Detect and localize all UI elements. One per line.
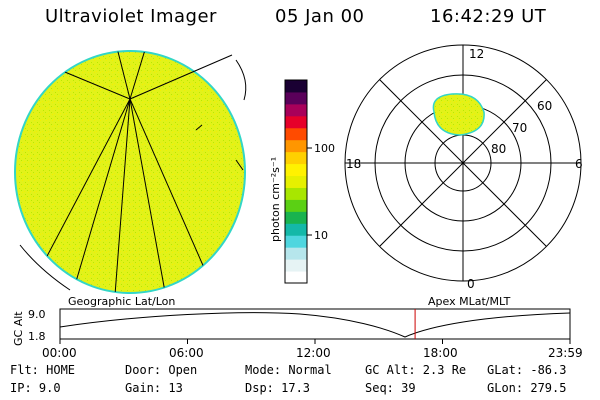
door-status: Door: Open	[125, 363, 198, 377]
timeline-x-tick: 06:00	[169, 346, 204, 360]
color-bar-swatch	[285, 139, 307, 153]
meridian-line	[44, 98, 131, 261]
timeline-x-tick: 12:00	[296, 346, 331, 360]
sequence-number: Seq: 39	[365, 381, 416, 395]
altitude-timeline: Geographic Lat/Lon Apex MLat/MLT GC Alt …	[12, 295, 583, 360]
meridian-line	[114, 51, 131, 100]
color-bar-swatch	[285, 175, 307, 188]
meridian-line	[59, 69, 131, 100]
meridian-line	[129, 98, 206, 271]
color-bar-tick-label: 10	[314, 229, 328, 242]
mlat-label-80: 80	[491, 142, 506, 156]
mlt-label-0: 0	[467, 277, 475, 291]
dsp-value: Dsp: 17.3	[245, 381, 311, 395]
earth-disk	[14, 50, 246, 294]
latitude-tick	[235, 159, 244, 171]
ip-value: IP: 9.0	[10, 381, 61, 395]
color-bar-swatch	[285, 91, 307, 105]
latitude-arc	[19, 244, 71, 291]
time-label: 16:42:29 UT	[430, 6, 547, 27]
timeline-left-title: Geographic Lat/Lon	[68, 295, 175, 308]
color-bar-swatch	[285, 163, 307, 177]
color-bar-swatch	[285, 151, 307, 165]
mlt-label-6: 6	[575, 157, 583, 171]
color-bar-swatch	[285, 80, 307, 93]
color-bar-tick-label: 100	[314, 142, 335, 155]
color-bar-swatch	[285, 115, 307, 129]
color-bar-swatch	[285, 271, 307, 284]
color-bar-swatch	[285, 187, 307, 200]
color-bar-swatch	[285, 259, 307, 272]
geographic-latitude: GLat: -86.3	[487, 363, 567, 377]
geographic-longitude: GLon: 279.5	[487, 381, 567, 395]
auroral-emission-region	[432, 93, 485, 136]
polar-plot	[344, 44, 582, 282]
timeline-y-axis-label: GC Alt	[12, 311, 25, 346]
color-bar-unit-label: photon cm⁻²s⁻¹	[269, 157, 282, 242]
color-bar-swatch	[285, 235, 307, 248]
polar-diagonal	[379, 79, 547, 247]
gain-value: Gain: 13	[125, 381, 183, 395]
geographic-image	[14, 50, 247, 294]
color-bar-swatch	[285, 247, 307, 260]
gc-altitude: GC Alt: 2.3 Re	[365, 363, 467, 377]
meridian-line	[114, 98, 131, 293]
color-bar-swatch	[285, 211, 307, 224]
mlt-label-18: 18	[346, 157, 361, 171]
latitude-tick	[195, 124, 203, 131]
meridian-line	[129, 54, 233, 100]
meridian-line	[129, 98, 166, 293]
latitude-arc	[235, 59, 247, 101]
mode-status: Mode: Normal	[245, 363, 332, 377]
date-label: 05 Jan 00	[275, 6, 365, 27]
color-bar-frame	[284, 79, 308, 284]
timeline-y-tick: 9.0	[28, 308, 46, 321]
mlt-label-12: 12	[469, 47, 484, 61]
timeline-x-tick: 23:59	[548, 346, 583, 360]
altitude-curve	[59, 312, 571, 338]
timeline-frame	[59, 308, 571, 340]
color-bar-swatch	[285, 223, 307, 236]
timeline-y-tick: 1.8	[28, 330, 46, 343]
timeline-x-tick: 18:00	[423, 346, 458, 360]
color-bar-swatch	[285, 127, 307, 141]
timeline-x-tick: 00:00	[42, 346, 77, 360]
page-title: Ultraviolet Imager	[45, 6, 217, 27]
color-bar-swatch	[285, 199, 307, 212]
color-bar-swatch	[285, 103, 307, 117]
color-bar: 100 10 photon cm⁻²s⁻¹	[269, 79, 335, 284]
flight-status: Flt: HOME	[10, 363, 76, 377]
mlat-label-70: 70	[512, 121, 527, 135]
meridian-line	[74, 98, 131, 286]
timeline-right-title: Apex MLat/MLT	[428, 295, 511, 308]
mlat-label-60: 60	[537, 99, 552, 113]
meridian-line	[129, 51, 149, 100]
